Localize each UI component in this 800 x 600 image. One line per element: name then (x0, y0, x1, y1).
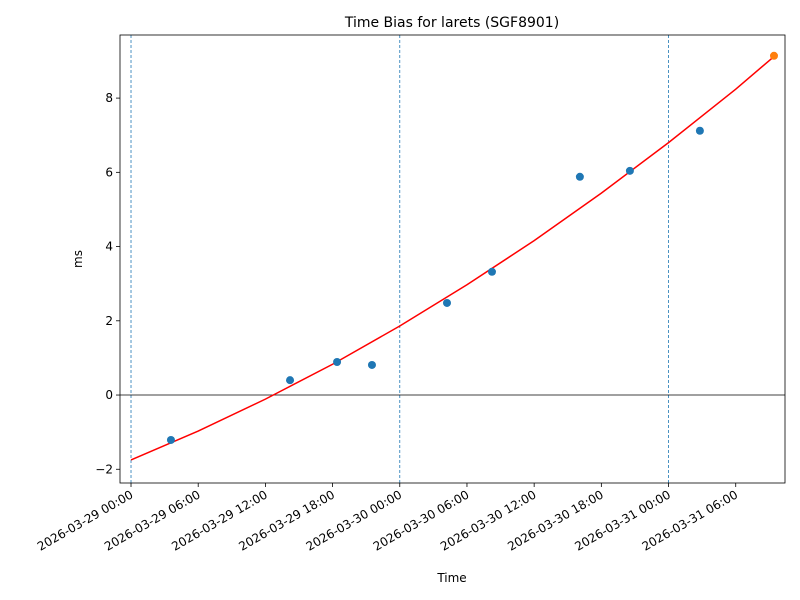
y-tick-label: 8 (105, 91, 113, 105)
fit-line (130, 55, 775, 461)
data-point (367, 360, 376, 369)
chart-title: Time Bias for larets (SGF8901) (344, 15, 559, 31)
data-point (575, 172, 584, 181)
data-point (442, 298, 451, 307)
data-point (625, 166, 634, 175)
data-point (487, 267, 496, 276)
y-tick-label: 4 (105, 240, 113, 254)
data-point (286, 376, 295, 385)
data-point (333, 357, 342, 366)
data-point (695, 126, 704, 135)
plot-frame (119, 34, 786, 484)
y-tick-label: −2 (95, 462, 113, 476)
y-tick-label: 2 (105, 314, 113, 328)
data-point (769, 51, 778, 60)
y-axis-label: ms (71, 250, 85, 268)
y-tick-label: 0 (105, 388, 113, 402)
x-axis-label: Time (436, 571, 466, 585)
data-point (166, 435, 175, 444)
y-tick-label: 6 (105, 165, 113, 179)
